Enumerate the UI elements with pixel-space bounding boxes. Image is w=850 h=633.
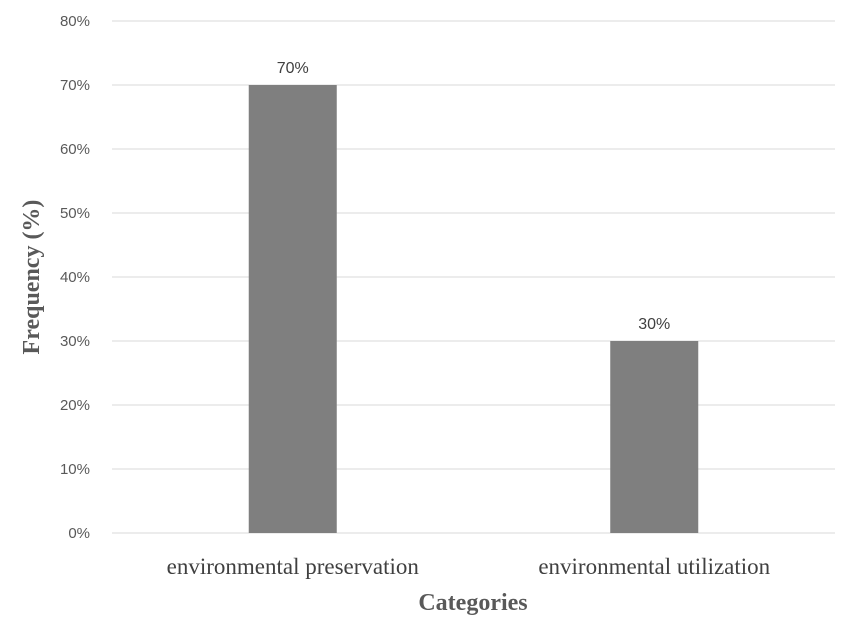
- bars: [248, 85, 699, 533]
- data-labels: 70% 30%: [277, 60, 671, 333]
- gridlines: [112, 20, 835, 534]
- x-axis-category-labels: environmental preservation environmental …: [167, 554, 771, 579]
- x-axis-title: Categories: [418, 590, 527, 616]
- x-category-label: environmental preservation: [167, 554, 420, 579]
- y-tick-label: 20%: [60, 397, 90, 414]
- x-category-label: environmental utilization: [538, 554, 770, 579]
- y-tick-label: 40%: [60, 269, 90, 286]
- y-tick-label: 60%: [60, 141, 90, 158]
- y-tick-label: 50%: [60, 205, 90, 222]
- y-axis-title: Frequency (%): [19, 200, 45, 355]
- y-tick-label: 80%: [60, 13, 90, 30]
- y-tick-label: 10%: [60, 461, 90, 478]
- y-axis-tick-labels: 0% 10% 20% 30% 40% 50% 60% 70% 80%: [60, 13, 90, 542]
- bar: [610, 341, 699, 533]
- y-tick-label: 70%: [60, 77, 90, 94]
- bar-data-label: 30%: [638, 316, 670, 333]
- y-tick-label: 0%: [68, 525, 90, 542]
- bar-data-label: 70%: [277, 60, 309, 77]
- bar: [248, 85, 337, 533]
- y-tick-label: 30%: [60, 333, 90, 350]
